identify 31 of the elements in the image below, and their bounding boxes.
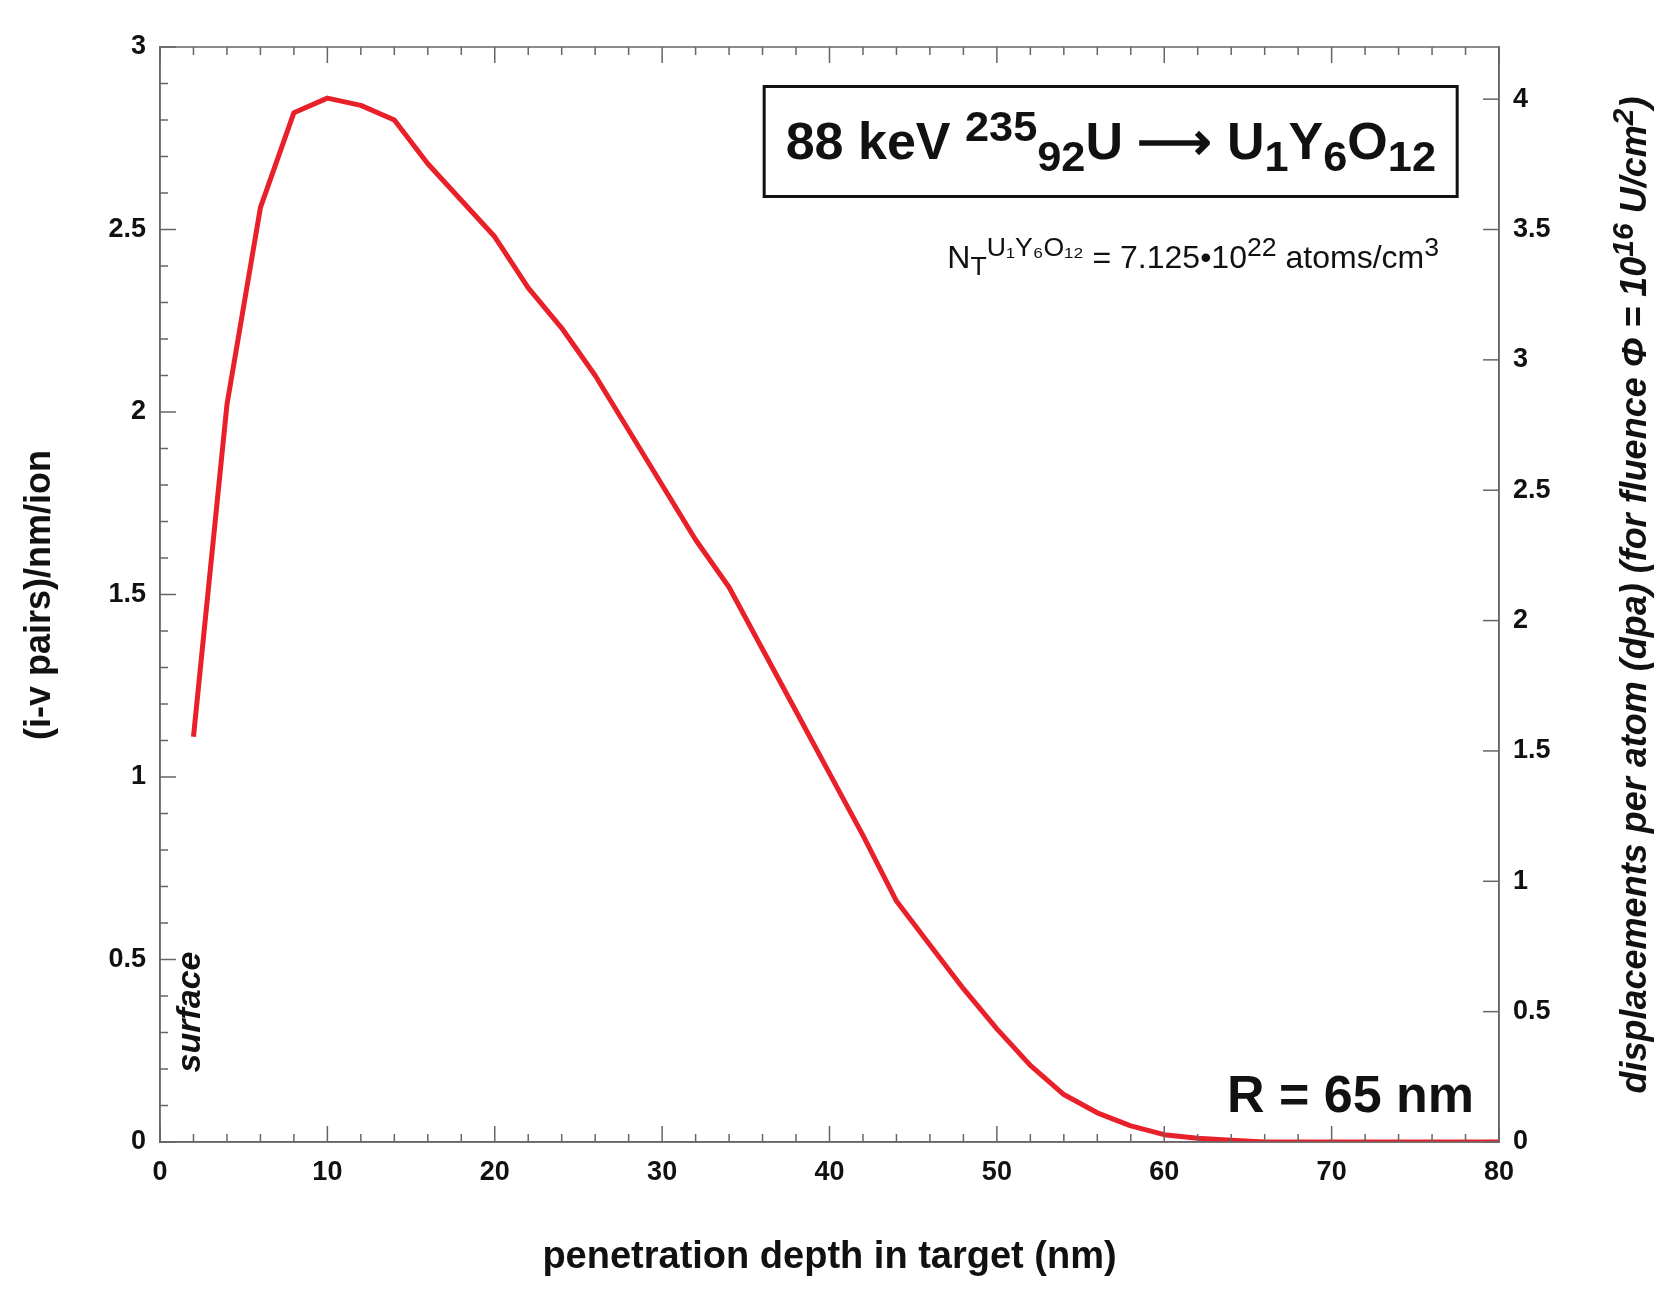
y2-tick-label: 2.5: [1513, 473, 1551, 504]
y2-tick-label: 4: [1513, 82, 1529, 113]
y-tick-label: 0.5: [108, 942, 146, 973]
y2-tick-label: 0.5: [1513, 995, 1551, 1026]
annotation: N$_{T}$$^{U₁Y₆O₁₂}$ = 7.125•10$^{22}$ atoms/cm$^{3}$: [947, 232, 1439, 283]
y2-tick-label: 3: [1513, 343, 1529, 374]
annotation: R = 65 nm: [1226, 1064, 1474, 1124]
y-tick-label: 0: [130, 1125, 146, 1156]
y-tick-label: 1.5: [108, 577, 146, 608]
x-tick-label: 40: [814, 1155, 845, 1186]
x-tick-label: 70: [1316, 1155, 1347, 1186]
y-tick-label: 2: [130, 395, 146, 426]
y2-tick-label: 1: [1513, 864, 1529, 895]
x-tick-label: 20: [479, 1155, 510, 1186]
y2-tick-label: 1.5: [1513, 734, 1551, 765]
y-tick-label: 1: [130, 760, 146, 791]
y-axis-title: (i-v pairs)/nm/ion: [17, 449, 59, 740]
text: 88 keV $^{235}$$_{92}$U ⟶ U$_{1}$Y$_{6}$O$_{12}$: [785, 102, 1436, 180]
x-tick-label: 10: [312, 1155, 343, 1186]
y2-tick-label: 2: [1513, 604, 1529, 635]
x-tick-label: 30: [647, 1155, 678, 1186]
y-tick-label: 2.5: [108, 212, 146, 243]
y2-tick-label: 3.5: [1513, 212, 1551, 243]
x-tick-label: 50: [981, 1155, 1012, 1186]
x-axis-title: penetration depth in target (nm): [542, 1233, 1117, 1277]
x-tick-label: 0: [152, 1155, 168, 1186]
y-tick-label: 3: [130, 30, 146, 61]
x-tick-label: 80: [1483, 1155, 1515, 1186]
x-tick-label: 60: [1149, 1155, 1180, 1186]
annotation: surface: [168, 951, 208, 1073]
y2-tick-label: 0: [1513, 1125, 1529, 1156]
